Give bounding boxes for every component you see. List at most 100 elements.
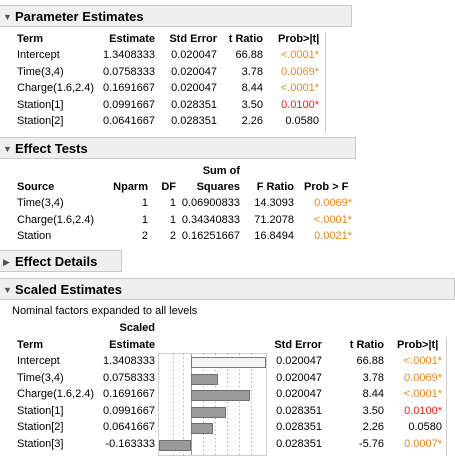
- grid-line: [203, 354, 204, 455]
- t-ratio-cell: 66.88: [235, 49, 263, 61]
- estimate-cell: 0.0641667: [103, 115, 155, 127]
- prob-cell: 0.0021*: [314, 230, 352, 242]
- term-cell: Intercept: [17, 49, 60, 61]
- term-cell: Time(3,4): [17, 371, 64, 384]
- term-cell: Time(3,4): [17, 65, 64, 78]
- t-ratio-cell: 66.88: [356, 355, 384, 367]
- column-divider: [325, 32, 326, 132]
- df-cell: 1: [169, 197, 176, 209]
- std-error-cell: 0.020047: [171, 49, 217, 61]
- expand-triangle-icon[interactable]: ▶: [3, 257, 10, 267]
- df-cell: 1: [169, 213, 176, 226]
- term-cell: Charge(1.6,2.4): [17, 388, 95, 400]
- t-ratio-cell: 3.50: [241, 98, 263, 111]
- df-cell: 2: [169, 230, 176, 242]
- t-ratio-cell: 8.44: [362, 388, 384, 400]
- f-ratio-cell: 14.3093: [254, 197, 294, 209]
- scaled-estimate-bar: [191, 373, 218, 385]
- prob-cell: 0.0007*: [404, 437, 442, 450]
- col-header-squares: Squares: [196, 181, 240, 193]
- col-header-estimate: Estimate: [109, 33, 155, 45]
- prob-cell: 0.0069*: [281, 65, 319, 78]
- nparm-cell: 1: [141, 213, 148, 226]
- col-header-prob-f: Prob > F: [304, 181, 349, 193]
- t-ratio-cell: 2.26: [241, 115, 263, 127]
- col-header-f-ratio: F Ratio: [256, 181, 294, 193]
- effect-details-header[interactable]: ▶ Effect Details: [0, 250, 122, 272]
- col-header-std-error: Std Error: [274, 339, 322, 351]
- std-error-cell: 0.028351: [171, 98, 217, 111]
- term-cell: Station[3]: [17, 437, 64, 450]
- estimate-cell: 0.0991667: [103, 404, 155, 417]
- sum-of-squares-cell: 0.06900833: [181, 197, 240, 209]
- t-ratio-cell: 8.44: [241, 82, 263, 94]
- term-cell: Station[2]: [17, 115, 64, 127]
- scaled-estimate-bar-plot: [158, 353, 267, 456]
- t-ratio-cell: 3.78: [241, 65, 263, 78]
- std-error-cell: 0.020047: [276, 371, 322, 384]
- estimate-cell: 0.0758333: [103, 65, 155, 78]
- parameter-estimates-header[interactable]: ▼ Parameter Estimates: [0, 5, 352, 27]
- prob-cell: <.0001*: [403, 355, 442, 367]
- f-ratio-cell: 16.8494: [254, 230, 294, 242]
- std-error-cell: 0.020047: [276, 355, 322, 367]
- grid-line: [251, 354, 252, 455]
- prob-cell: 0.0069*: [314, 197, 352, 209]
- col-header-prob: Prob>|t|: [397, 339, 439, 351]
- col-header-t-ratio: t Ratio: [228, 33, 263, 45]
- sum-of-squares-cell: 0.34340833: [181, 213, 240, 226]
- t-ratio-cell: 3.78: [362, 371, 384, 384]
- prob-cell: 0.0100*: [281, 98, 319, 111]
- estimate-cell: 0.1691667: [103, 82, 155, 94]
- scaled-estimate-bar: [191, 423, 214, 434]
- grid-line: [215, 354, 216, 455]
- column-divider: [446, 338, 447, 456]
- std-error-cell: 0.020047: [276, 388, 322, 400]
- source-cell: Time(3,4): [17, 197, 64, 209]
- t-ratio-cell: -5.76: [358, 437, 384, 450]
- effect-tests-header[interactable]: ▼ Effect Tests: [0, 137, 356, 159]
- estimate-cell: 1.3408333: [103, 49, 155, 61]
- col-header-scaled: Scaled: [119, 322, 155, 334]
- section-title: Effect Details: [15, 254, 98, 269]
- col-header-nparm: Nparm: [113, 181, 148, 193]
- t-ratio-cell: 2.26: [362, 421, 384, 433]
- prob-cell: 0.0580: [285, 115, 319, 127]
- scaled-estimate-bar: [191, 390, 251, 401]
- col-header-estimate: Estimate: [109, 339, 155, 351]
- prob-cell: <.0001*: [280, 49, 319, 61]
- section-title: Parameter Estimates: [15, 9, 144, 24]
- col-header-prob: Prob>|t|: [278, 33, 320, 45]
- prob-cell: <.0001*: [313, 213, 352, 226]
- estimate-cell: 0.0641667: [103, 421, 155, 433]
- std-error-cell: 0.028351: [276, 437, 322, 450]
- f-ratio-cell: 71.2078: [254, 213, 294, 226]
- col-header-std-error: Std Error: [169, 33, 217, 45]
- collapse-triangle-icon[interactable]: ▼: [3, 12, 12, 22]
- estimate-cell: 0.1691667: [103, 388, 155, 400]
- collapse-triangle-icon[interactable]: ▼: [3, 285, 12, 295]
- prob-cell: <.0001*: [403, 388, 442, 400]
- col-header-term: Term: [17, 339, 44, 351]
- grid-line: [173, 354, 174, 455]
- term-cell: Station[2]: [17, 421, 64, 433]
- col-header-source: Source: [17, 181, 55, 193]
- term-cell: Charge(1.6,2.4): [17, 82, 95, 94]
- collapse-triangle-icon[interactable]: ▼: [3, 144, 12, 154]
- col-header-sum-of: Sum of: [202, 165, 240, 177]
- scaled-estimates-header[interactable]: ▼ Scaled Estimates: [0, 278, 455, 300]
- estimate-cell: 0.0758333: [103, 371, 155, 384]
- grid-line: [239, 354, 240, 455]
- std-error-cell: 0.020047: [171, 65, 217, 78]
- col-header-t-ratio: t Ratio: [349, 339, 384, 351]
- estimate-cell: 1.3408333: [103, 355, 155, 367]
- nparm-cell: 1: [141, 197, 148, 209]
- prob-cell: 0.0069*: [404, 371, 442, 384]
- prob-cell: <.0001*: [280, 82, 319, 94]
- std-error-cell: 0.028351: [276, 404, 322, 417]
- estimate-cell: -0.163333: [105, 437, 155, 450]
- col-header-df: DF: [161, 181, 176, 193]
- term-cell: Intercept: [17, 355, 60, 367]
- std-error-cell: 0.028351: [276, 421, 322, 433]
- scaled-estimate-bar: [191, 406, 226, 418]
